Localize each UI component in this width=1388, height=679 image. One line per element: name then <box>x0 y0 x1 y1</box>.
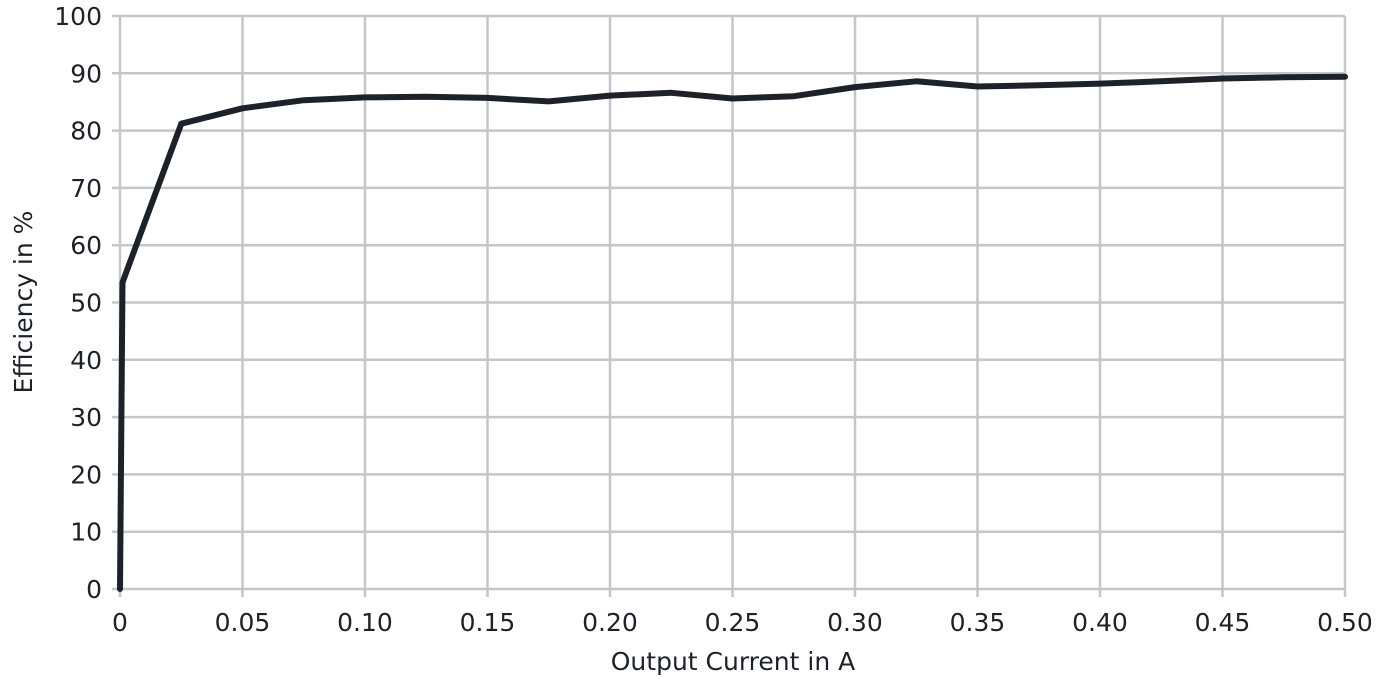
y-tick-label: 40 <box>70 346 102 375</box>
y-tick-label: 90 <box>70 59 102 88</box>
efficiency-line <box>117 73 1348 592</box>
series <box>117 73 1348 592</box>
y-tick-label: 20 <box>70 460 102 489</box>
grid <box>112 14 1347 597</box>
x-tick-label: 0.45 <box>1195 608 1251 637</box>
x-tick-label: 0.05 <box>215 608 271 637</box>
x-axis-label: Output Current in A <box>611 647 855 676</box>
y-tick-label: 10 <box>70 518 102 547</box>
x-tick-label: 0.20 <box>582 608 638 637</box>
y-tick-label: 60 <box>70 231 102 260</box>
tick-labels: 0 0.05 0.10 0.15 0.20 0.25 0.30 0.35 0.40 0.45 0.5… <box>54 2 1373 637</box>
x-tick-label: 0.10 <box>337 608 393 637</box>
x-tick-label: 0.40 <box>1072 608 1128 637</box>
x-tick-label: 0.25 <box>705 608 761 637</box>
y-tick-label: 0 <box>86 575 102 604</box>
x-tick-label: 0.15 <box>460 608 516 637</box>
y-tick-label: 30 <box>70 403 102 432</box>
x-tick-label: 0.50 <box>1317 608 1373 637</box>
x-tick-label: 0 <box>112 608 128 637</box>
y-tick-label: 70 <box>70 174 102 203</box>
y-tick-label: 100 <box>54 2 102 31</box>
x-tick-label: 0.30 <box>827 608 883 637</box>
y-tick-label: 50 <box>70 289 102 318</box>
y-axis-label: Efficiency in % <box>9 211 38 394</box>
x-tick-label: 0.35 <box>950 608 1006 637</box>
y-tick-label: 80 <box>70 117 102 146</box>
